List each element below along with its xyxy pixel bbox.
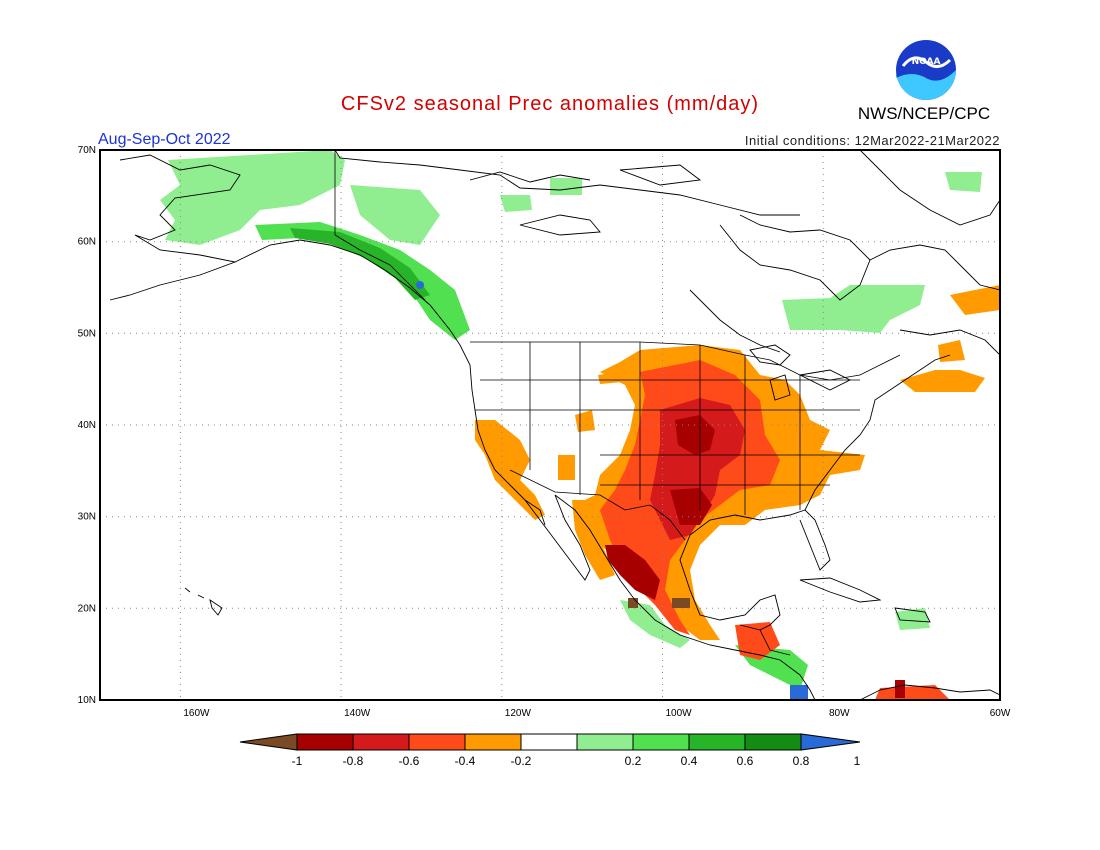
dry-anomaly-northeast bbox=[900, 370, 985, 392]
longitude-label: 100W bbox=[666, 708, 693, 719]
colorbar-tick-label: 1 bbox=[854, 754, 861, 768]
colorbar-box bbox=[632, 733, 690, 751]
initial-conditions-label: Initial conditions: 12Mar2022-21Mar2022 bbox=[745, 133, 1000, 148]
dry-anomaly-labrador bbox=[950, 285, 1000, 315]
colorbar-tick-label: 0.8 bbox=[793, 754, 810, 768]
wet-anomaly-quebec bbox=[782, 285, 925, 333]
colorbar-labels: -1 -0.8 -0.6 -0.4 -0.2 0.2 0.4 0.6 0.8 1 bbox=[292, 754, 861, 768]
dry-anomaly-nevada bbox=[558, 455, 575, 480]
longitude-label: 160W bbox=[183, 708, 210, 719]
political-borders bbox=[334, 150, 901, 656]
dry-anomaly-dakota bbox=[598, 372, 622, 384]
colorbar-box bbox=[296, 733, 354, 751]
precip-anomaly-fields bbox=[160, 150, 1000, 700]
longitude-label: 120W bbox=[505, 708, 532, 719]
colorbar-tick-label: 0.6 bbox=[737, 754, 754, 768]
colorbar-arrow-low bbox=[239, 733, 298, 751]
colorbar-tick-label: -0.6 bbox=[399, 754, 420, 768]
colorbar-tick-label: -1 bbox=[292, 754, 303, 768]
latitude-label: 40N bbox=[78, 420, 96, 431]
dry-anomaly-strong bbox=[675, 415, 715, 455]
colorbar-box bbox=[408, 733, 466, 751]
wet-anomaly-arctic bbox=[550, 178, 582, 195]
graticule bbox=[100, 150, 1000, 700]
wet-anomaly-mexico-coast bbox=[620, 600, 690, 648]
latitude-label: 70N bbox=[78, 145, 96, 156]
dry-anomaly-strong-mexico bbox=[605, 545, 660, 600]
noaa-logo-icon: NOAA bbox=[896, 40, 956, 100]
longitude-labels: 160W 140W 120W 100W 80W 60W bbox=[183, 708, 1010, 719]
latitude-label: 30N bbox=[78, 512, 96, 523]
wet-anomaly-yukon bbox=[500, 195, 532, 212]
dry-anomaly-strong-texas bbox=[670, 488, 712, 525]
map-frame bbox=[99, 149, 1001, 701]
wet-anomaly-bc bbox=[350, 185, 440, 245]
latitude-label: 50N bbox=[78, 328, 96, 339]
colorbar-box bbox=[464, 733, 522, 751]
colorbar-tick-label: -0.2 bbox=[511, 754, 532, 768]
map-title: CFSv2 seasonal Prec anomalies (mm/day) bbox=[341, 93, 759, 115]
colorbar-tick-label: -0.4 bbox=[455, 754, 476, 768]
dry-anomaly-central-america bbox=[735, 622, 780, 660]
colorbar-box bbox=[352, 733, 410, 751]
wet-anomaly-caribbean bbox=[895, 608, 930, 630]
season-label: Aug-Sep-Oct 2022 bbox=[98, 131, 231, 148]
colorbar-box bbox=[688, 733, 746, 751]
colorbar-box bbox=[520, 733, 578, 751]
latitude-labels: 70N 60N 50N 40N 30N 20N 10N bbox=[78, 145, 96, 706]
colorbar-tick-label: 0.4 bbox=[681, 754, 698, 768]
dry-anomaly-core bbox=[650, 398, 745, 540]
agency-label: NWS/NCEP/CPC bbox=[858, 104, 990, 123]
colorbar-tick-label: -0.8 bbox=[343, 754, 364, 768]
longitude-label: 140W bbox=[344, 708, 371, 719]
coastlines bbox=[109, 150, 1000, 700]
colorbar-tick-label: 0.2 bbox=[625, 754, 642, 768]
dry-anomaly-venezuela bbox=[875, 685, 950, 700]
latitude-label: 10N bbox=[78, 695, 96, 706]
wet-anomaly-alaska bbox=[160, 150, 345, 245]
colorbar-box bbox=[576, 733, 634, 751]
colorbar-legend bbox=[239, 733, 861, 751]
wet-anomaly-greenland bbox=[945, 172, 982, 192]
map-area bbox=[100, 150, 1000, 700]
colorbar-box bbox=[744, 733, 802, 751]
latitude-label: 60N bbox=[78, 237, 96, 248]
svg-text:NOAA: NOAA bbox=[912, 57, 941, 67]
longitude-label: 60W bbox=[990, 708, 1011, 719]
colorbar-arrow-high bbox=[800, 733, 861, 751]
longitude-label: 80W bbox=[829, 708, 850, 719]
latitude-label: 20N bbox=[78, 603, 96, 614]
